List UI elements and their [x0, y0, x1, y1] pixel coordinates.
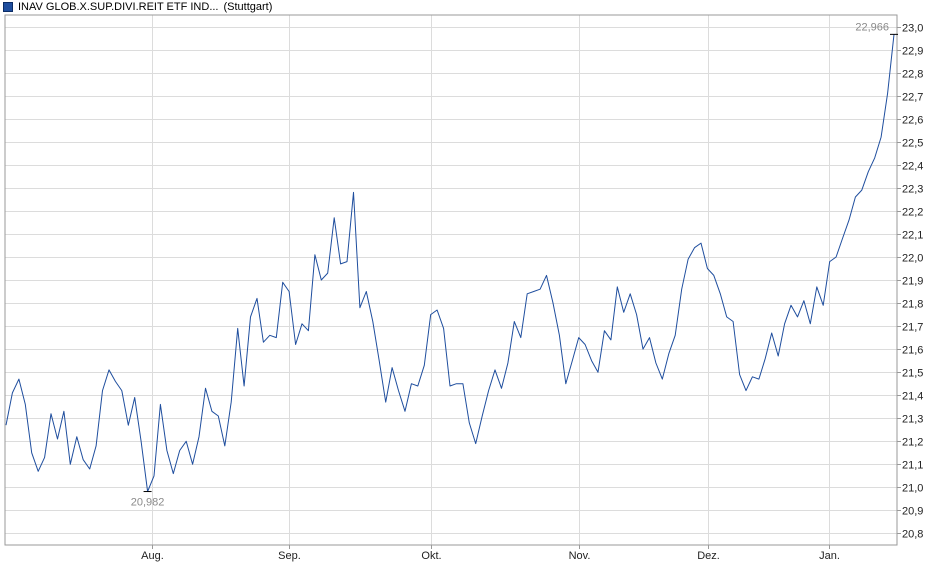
y-tick-label: 21,1	[902, 460, 923, 472]
y-tick-label: 22,2	[902, 207, 923, 219]
annotations: 20,982 22,966	[131, 21, 898, 509]
y-tick-label: 22,5	[902, 138, 923, 150]
y-tick-label: 21,9	[902, 276, 923, 288]
y-tick-label: 21,3	[902, 414, 923, 426]
y-tick-label: 21,6	[902, 345, 923, 357]
y-tick-label: 22,3	[902, 184, 923, 196]
y-axis-labels: 20,8 20,9 21,0 21,1 21,2 21,3 21,4 21,5 21,6 21,7…	[902, 23, 923, 541]
x-tick-label: Okt.	[421, 550, 441, 562]
chart-legend: INAV GLOB.X.SUP.DIVI.REIT ETF IND... (St…	[3, 0, 272, 14]
max-label: 22,966	[855, 21, 889, 33]
x-axis-labels: Aug. Sep. Okt. Nov. Dez. Jan.	[141, 550, 840, 562]
y-tick-label: 23,0	[902, 23, 923, 35]
y-tick-label: 21,2	[902, 437, 923, 449]
y-tick-label: 22,1	[902, 230, 923, 242]
legend-series-name: INAV GLOB.X.SUP.DIVI.REIT ETF IND...	[18, 1, 219, 13]
tick-marks	[152, 27, 901, 549]
y-tick-label: 22,8	[902, 69, 923, 81]
grid-lines	[5, 15, 897, 545]
y-tick-label: 20,9	[902, 506, 923, 518]
y-tick-label: 21,0	[902, 483, 923, 495]
y-tick-label: 20,8	[902, 529, 923, 541]
y-tick-label: 21,8	[902, 299, 923, 311]
y-tick-label: 22,4	[902, 161, 923, 173]
x-tick-label: Aug.	[141, 550, 164, 562]
x-tick-label: Sep.	[278, 550, 301, 562]
legend-swatch	[3, 2, 13, 12]
min-label: 20,982	[131, 497, 165, 509]
y-tick-label: 22,9	[902, 46, 923, 58]
y-tick-label: 21,4	[902, 391, 923, 403]
x-tick-label: Jan.	[819, 550, 840, 562]
y-tick-label: 22,0	[902, 253, 923, 265]
legend-exchange: (Stuttgart)	[223, 1, 273, 13]
y-tick-label: 22,7	[902, 92, 923, 104]
y-tick-label: 21,7	[902, 322, 923, 334]
x-tick-label: Nov.	[569, 550, 591, 562]
y-tick-label: 21,5	[902, 368, 923, 380]
series-line	[5, 34, 895, 492]
x-tick-label: Dez.	[697, 550, 720, 562]
y-tick-label: 22,6	[902, 115, 923, 127]
